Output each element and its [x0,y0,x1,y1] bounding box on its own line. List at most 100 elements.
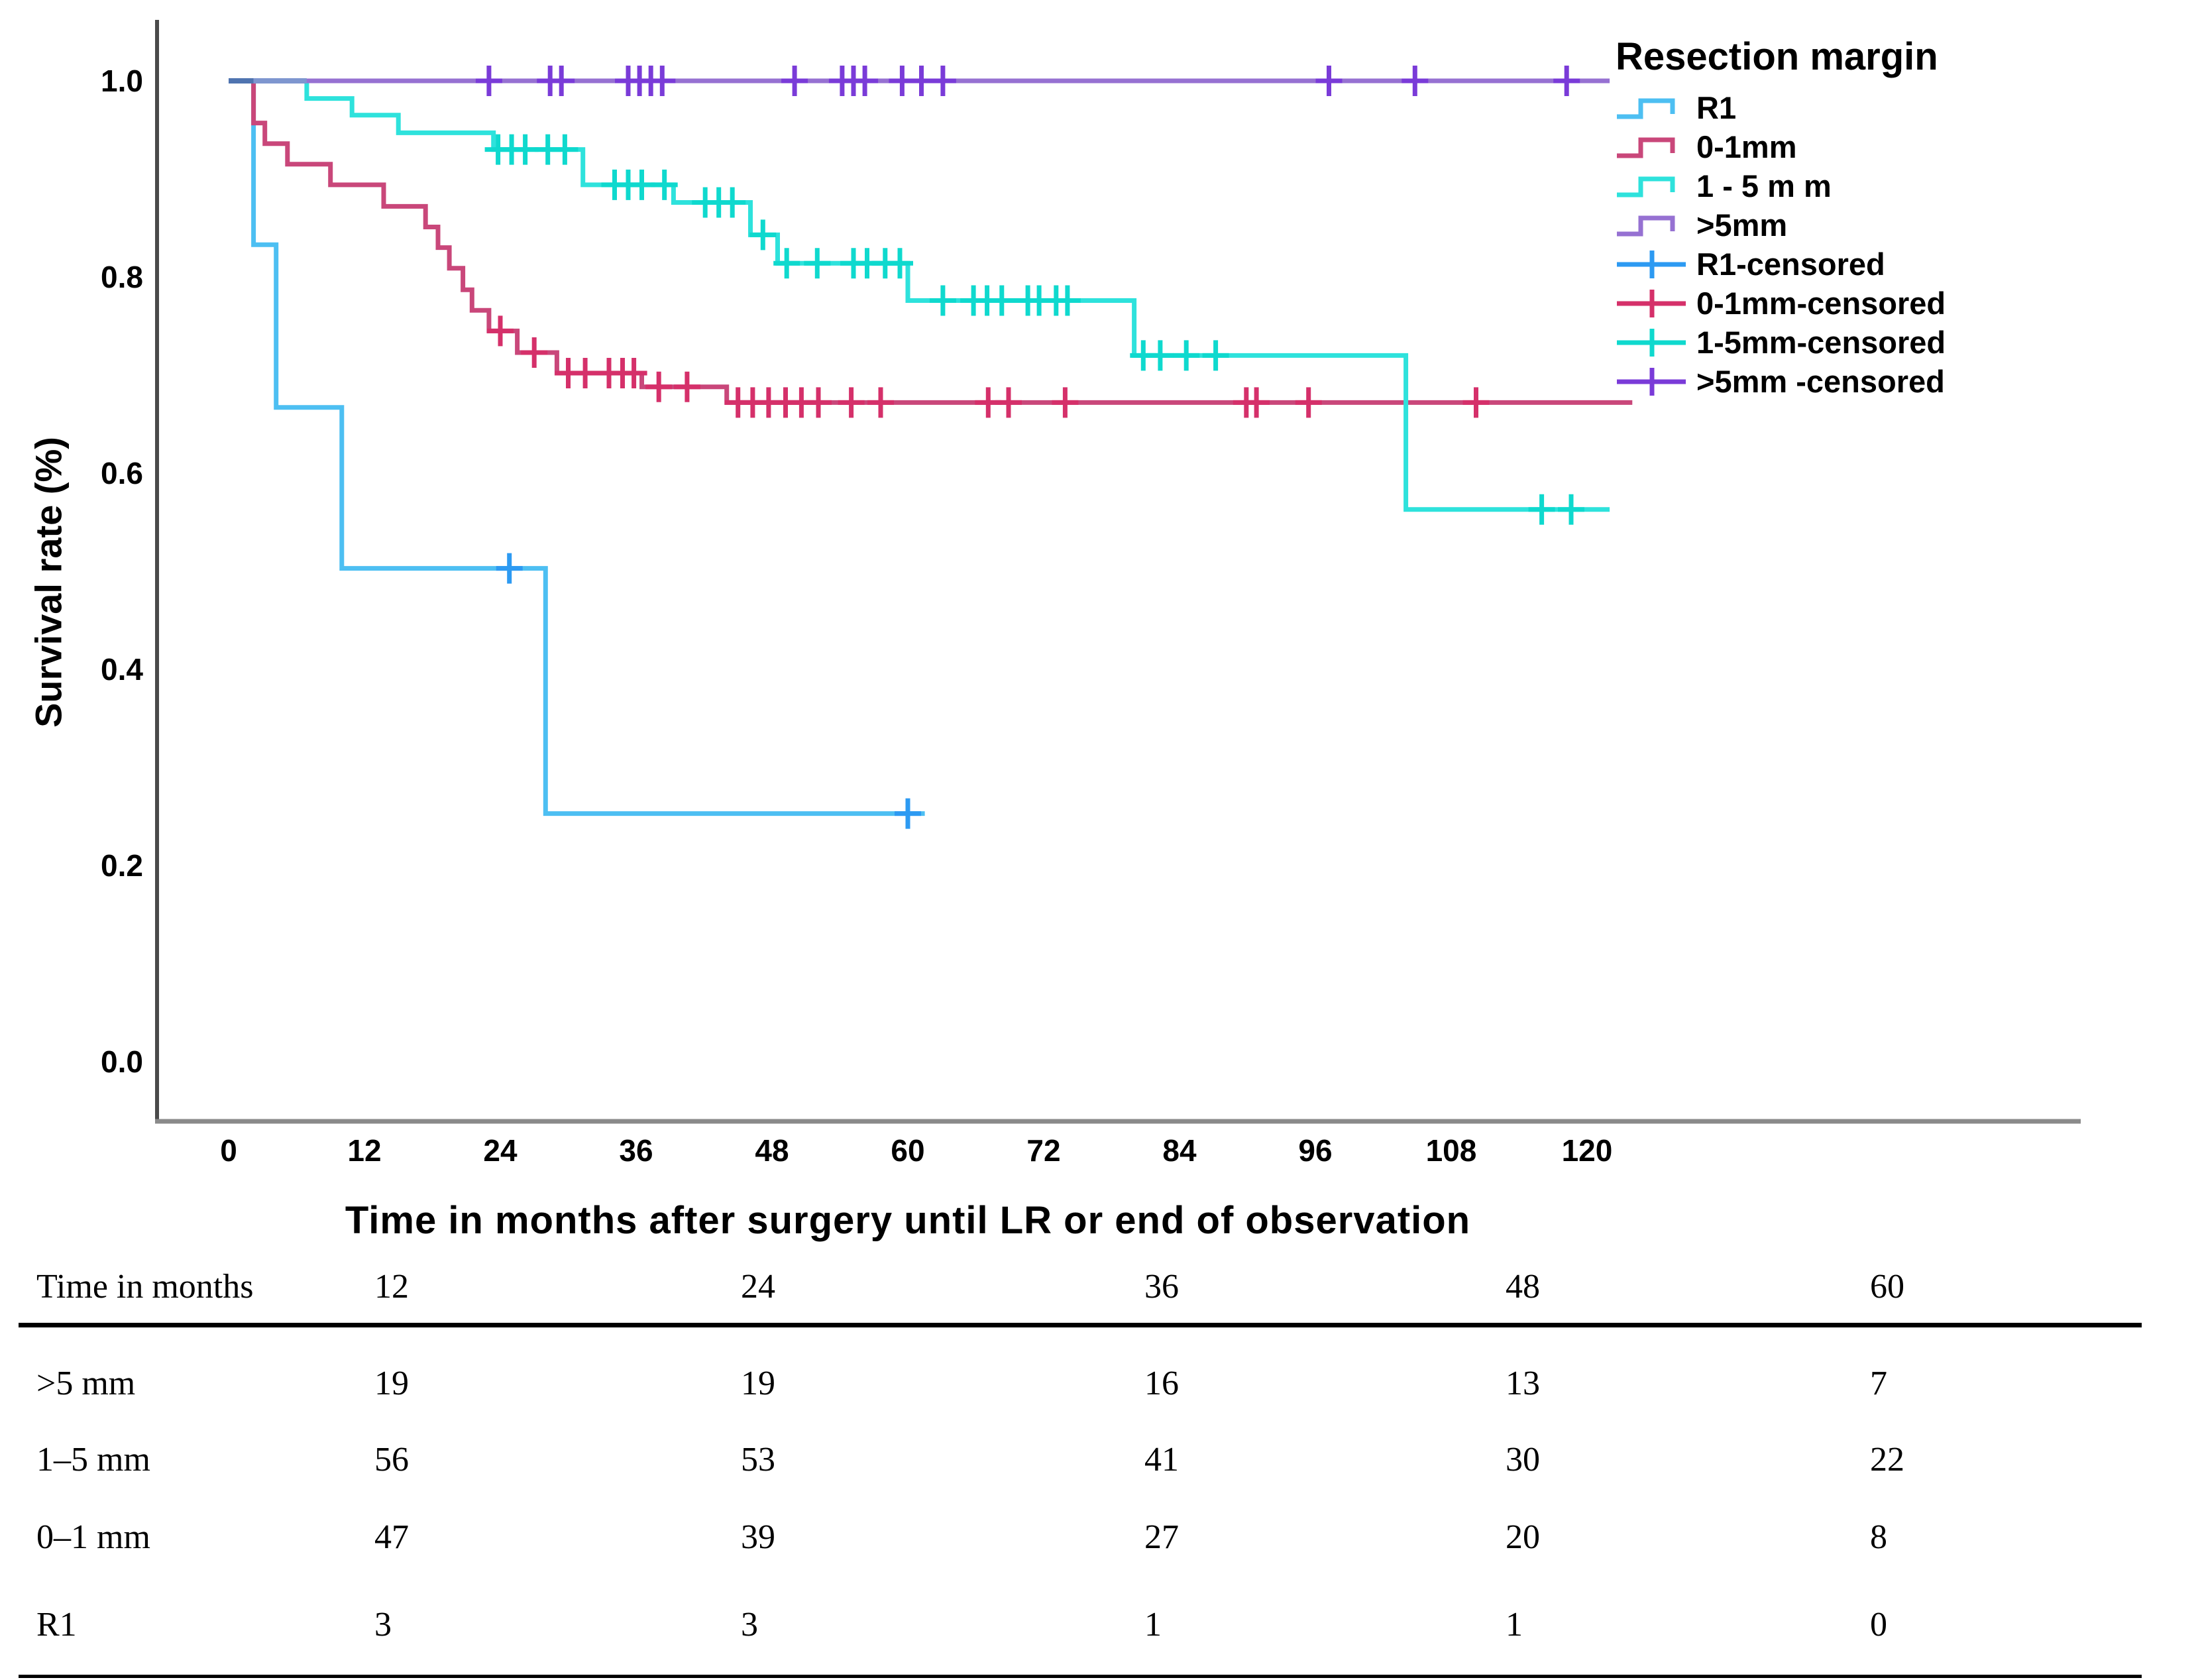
risk-cell: 22 [1870,1441,1904,1479]
censor-mark-1-5mm [719,187,746,218]
censor-mark->5mm [1402,66,1429,96]
censor-mark-1-5mm [887,248,913,279]
legend-title: Resection margin [1616,35,1938,78]
x-tick-label: 36 [619,1133,653,1168]
risk-cell: 20 [1506,1518,1540,1556]
y-tick-labels: 1.0 0.8 0.6 0.4 0.2 0.0 [101,64,143,1079]
risk-cell: 47 [374,1518,409,1556]
risk-cell: 39 [741,1518,775,1556]
y-tick-label: 0.8 [101,260,143,294]
risk-row-label: R1 [36,1606,77,1644]
legend-item: 1-5mm-censored [1616,323,2199,362]
legend-item-label: 1 - 5 m m [1696,168,1832,203]
censor-mark-1-5mm [1528,494,1555,525]
censor-mark->5mm [548,66,575,96]
censor-mark-0-1mm [805,387,832,418]
risk-cell: 13 [1506,1365,1540,1402]
censor-mark-0-1mm [645,371,673,402]
risk-cell: 19 [374,1365,409,1402]
legend-item-label: 0-1mm [1696,129,1797,164]
x-tick-label: 60 [891,1133,924,1168]
risk-cell: 3 [374,1606,392,1644]
censor-mark-1-5mm [1202,340,1229,371]
censor-mark-R1 [895,798,921,829]
censor-mark-1-5mm [773,248,800,279]
y-tick-label: 0.4 [101,652,143,687]
step-line-key-icon [1617,215,1675,236]
x-tick-label: 12 [347,1133,381,1168]
censor-mark->5mm [929,66,956,96]
censor-mark-1-5mm [988,285,1015,316]
censor-mark-1-5mm [651,169,678,200]
y-tick-label: 0.0 [101,1044,143,1079]
km-survival-plot: 1.0 0.8 0.6 0.4 0.2 0.0 0 12 24 36 48 60 72 84 96 108 1… [101,20,2081,1168]
censor-mark->5mm [1553,66,1580,96]
legend-item-label: R1-censored [1696,247,1885,282]
censored-plus-key-icon [1617,250,1686,278]
censored-plus-key-icon [1617,289,1686,317]
risk-cell: 16 [1144,1365,1179,1402]
risk-cell: 0 [1870,1606,1887,1644]
censor-mark-R1 [496,553,523,584]
legend-item: 0-1mm-censored [1616,284,2199,323]
risk-cell: 1 [1144,1606,1162,1644]
table-rule-bottom [19,1675,2142,1678]
censor-mark-0-1mm [572,358,599,388]
risk-cell: 41 [1144,1441,1179,1479]
x-tick-label: 108 [1426,1133,1477,1168]
risk-cell: 56 [374,1441,409,1479]
risk-cell: 53 [741,1441,775,1479]
legend-items: R1 0-1mm 1 - 5 m m >5mm R1-censored 0-1mm-cen… [1616,88,2199,401]
risk-table-time-header: 48 [1506,1268,1540,1306]
y-tick-label: 0.2 [101,848,143,883]
x-tick-labels: 0 12 24 36 48 60 72 84 96 108 120 [220,1133,1612,1168]
risk-table-time-header: 12 [374,1268,409,1306]
censor-mark-1-5mm [1146,340,1174,371]
risk-row-label: 1–5 mm [36,1441,150,1479]
censored-plus-key-icon [1617,328,1686,357]
censor-mark-0-1mm [1462,387,1490,418]
censor-mark-1-5mm [1173,340,1200,371]
legend-item-label: >5mm [1696,207,1788,243]
censor-mark-0-1mm [620,358,647,388]
step-line-key-icon [1617,176,1675,197]
step-line-key-icon [1617,98,1675,119]
censor-mark-1-5mm [1558,494,1584,525]
x-tick-label: 48 [755,1133,789,1168]
curve-0-1mm [229,78,1633,405]
x-tick-label: 72 [1026,1133,1060,1168]
risk-row-label: >5 mm [36,1365,136,1402]
risk-table-time-header: 60 [1870,1268,1904,1306]
y-tick-label: 1.0 [101,64,143,98]
censor-mark->5mm [1315,66,1343,96]
censor-mark->5mm [852,66,879,96]
censor-mark-1-5mm [512,134,539,165]
legend-item: R1 [1616,88,2199,127]
risk-cell: 27 [1144,1518,1179,1556]
legend-item: 0-1mm [1616,127,2199,166]
risk-cell: 3 [741,1606,758,1644]
risk-cell: 19 [741,1365,775,1402]
censor-mark-0-1mm [1243,387,1270,418]
censor-mark-1-5mm [804,248,831,279]
censor-marks [475,66,1584,829]
x-axis-title: Time in months after surgery until LR or… [345,1199,1471,1242]
censor-mark-0-1mm [1052,387,1079,418]
censor-mark-0-1mm [521,337,548,368]
risk-table-time-header: 24 [741,1268,775,1306]
censor-mark-0-1mm [1295,387,1322,418]
censored-plus-key-icon [1617,367,1686,396]
censor-mark-0-1mm [838,387,865,418]
censor-mark-0-1mm [867,387,894,418]
legend: Resection margin R1 0-1mm 1 - 5 m m >5mm R1-… [1616,34,2199,401]
censor-mark-0-1mm [487,315,514,347]
x-tick-label: 84 [1162,1133,1197,1168]
y-tick-label: 0.6 [101,456,143,490]
curve-R1 [229,78,925,816]
step-line-key-icon [1617,137,1675,158]
risk-cell: 30 [1506,1441,1540,1479]
legend-item: R1-censored [1616,245,2199,284]
risk-cell: 7 [1870,1365,1887,1402]
